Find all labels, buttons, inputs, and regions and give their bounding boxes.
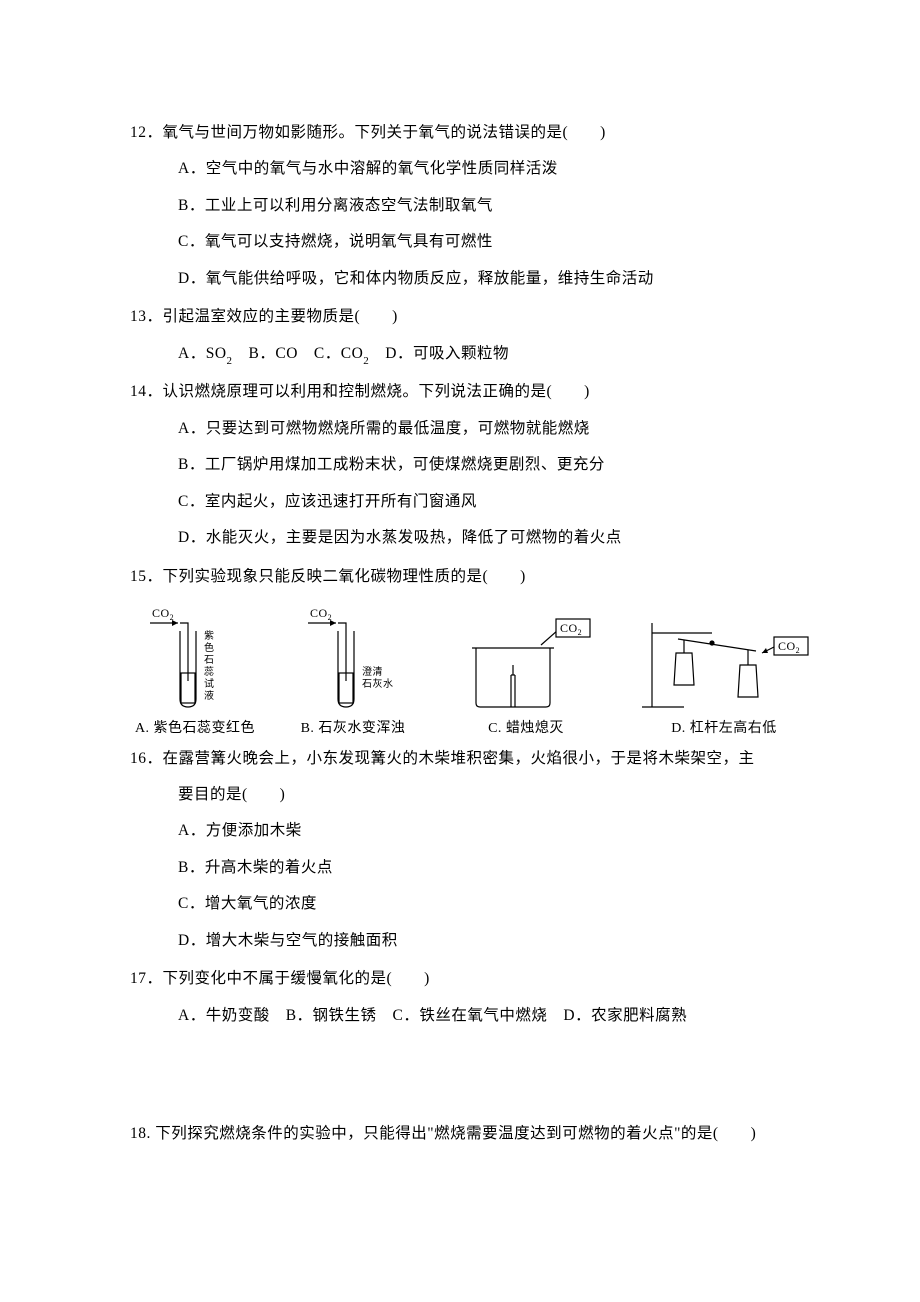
- q15: 15．下列实验现象只能反映二氧化碳物理性质的是( ) CO2: [130, 559, 810, 739]
- q16-opt-c: C．增大氧气的浓度: [130, 886, 810, 922]
- q16: 16．在露营篝火晚会上，小东发现篝火的木柴堆积密集，火焰很小，于是将木柴架空，主…: [130, 741, 810, 960]
- q14: 14．认识燃烧原理可以利用和控制燃烧。下列说法正确的是( ) A．只要达到可燃物…: [130, 374, 810, 556]
- fig-d-svg: CO2: [634, 603, 814, 713]
- fig-d-img: CO2: [634, 603, 814, 713]
- q13-opts: A．SO2 B．CO C．CO2 D．可吸入颗粒物: [130, 336, 810, 373]
- fig-b-caption: B. 石灰水变浑浊: [301, 719, 406, 739]
- q13-opts-p3: D．可吸入颗粒物: [369, 345, 509, 362]
- q12-opt-d: D．氧气能供给呼吸，它和体内物质反应，释放能量，维持生命活动: [130, 261, 810, 297]
- fig-b-img: CO2 澄清 石灰水: [288, 603, 418, 713]
- q14-stem: 14．认识燃烧原理可以利用和控制燃烧。下列说法正确的是( ): [130, 374, 810, 410]
- q18: 18. 下列探究燃烧条件的实验中，只能得出"燃烧需要温度达到可燃物的着火点"的是…: [130, 1116, 810, 1152]
- fig-b: CO2 澄清 石灰水 B. 石灰水变浑浊: [288, 603, 418, 739]
- q16-opt-b: B．升高木柴的着火点: [130, 850, 810, 886]
- q13: 13．引起温室效应的主要物质是( ) A．SO2 B．CO C．CO2 D．可吸…: [130, 299, 810, 372]
- q17-stem: 17．下列变化中不属于缓慢氧化的是( ): [130, 961, 810, 997]
- fig-a-img: CO2 紫 色: [130, 603, 260, 713]
- q13-opts-p2: B．CO C．CO: [233, 345, 364, 362]
- q15-figure-row: CO2 紫 色: [130, 603, 810, 739]
- fig-d-caption: D. 杠杆左高右低: [671, 719, 777, 739]
- fig-a-svg: CO2 紫 色: [130, 603, 260, 713]
- q16-opt-d: D．增大木柴与空气的接触面积: [130, 923, 810, 959]
- q12-opt-b: B．工业上可以利用分离液态空气法制取氧气: [130, 188, 810, 224]
- q14-opt-a: A．只要达到可燃物燃烧所需的最低温度，可燃物就能燃烧: [130, 411, 810, 447]
- fig-d: CO2 D. 杠杆左高右低: [634, 603, 814, 739]
- q18-stem: 18. 下列探究燃烧条件的实验中，只能得出"燃烧需要温度达到可燃物的着火点"的是…: [130, 1116, 810, 1152]
- q14-opt-d: D．水能灭火，主要是因为水蒸发吸热，降低了可燃物的着火点: [130, 520, 810, 556]
- co2-b-text: CO2: [310, 606, 332, 622]
- q13-opts-p1: A．SO: [178, 345, 227, 362]
- q12: 12．氧气与世间万物如影随形。下列关于氧气的说法错误的是( ) A．空气中的氧气…: [130, 115, 810, 297]
- fig-b-side: 澄清 石灰水: [362, 665, 394, 690]
- q16-stem-l1: 16．在露营篝火晚会上，小东发现篝火的木柴堆积密集，火焰很小，于是将木柴架空，主: [130, 741, 810, 777]
- sub2-c: 2: [363, 355, 369, 367]
- q16-opt-a: A．方便添加木柴: [130, 813, 810, 849]
- q14-opt-b: B．工厂锅炉用煤加工成粉末状，可使煤燃烧更剧烈、更充分: [130, 447, 810, 483]
- gap: [130, 1036, 810, 1116]
- q16-stem-l2: 要目的是( ): [130, 777, 810, 813]
- q14-opt-c: C．室内起火，应该迅速打开所有门窗通风: [130, 484, 810, 520]
- fig-c: CO2 C. 蜡烛熄灭: [446, 603, 606, 739]
- fig-b-svg: CO2 澄清 石灰水: [288, 603, 418, 713]
- q17: 17．下列变化中不属于缓慢氧化的是( ) A．牛奶变酸 B．钢铁生锈 C．铁丝在…: [130, 961, 810, 1034]
- q12-opt-c: C．氧气可以支持燃烧，说明氧气具有可燃性: [130, 224, 810, 260]
- q13-stem: 13．引起温室效应的主要物质是( ): [130, 299, 810, 335]
- fig-a: CO2 紫 色: [130, 603, 260, 739]
- sub2-a: 2: [227, 355, 233, 367]
- fig-c-svg: CO2: [446, 603, 606, 713]
- fig-a-side: 紫 色 石 蕊 试 液: [204, 630, 218, 702]
- page: 12．氧气与世间万物如影随形。下列关于氧气的说法错误的是( ) A．空气中的氧气…: [0, 0, 920, 1214]
- fig-c-caption: C. 蜡烛熄灭: [488, 719, 564, 739]
- fig-a-caption: A. 紫色石蕊变红色: [135, 719, 255, 739]
- q17-opts: A．牛奶变酸 B．钢铁生锈 C．铁丝在氧气中燃烧 D．农家肥料腐熟: [130, 998, 810, 1034]
- q12-stem: 12．氧气与世间万物如影随形。下列关于氧气的说法错误的是( ): [130, 115, 810, 151]
- q15-stem: 15．下列实验现象只能反映二氧化碳物理性质的是( ): [130, 559, 810, 595]
- q12-opt-a: A．空气中的氧气与水中溶解的氧气化学性质同样活泼: [130, 151, 810, 187]
- fig-c-img: CO2: [446, 603, 606, 713]
- co2-a-text: CO2: [152, 606, 174, 622]
